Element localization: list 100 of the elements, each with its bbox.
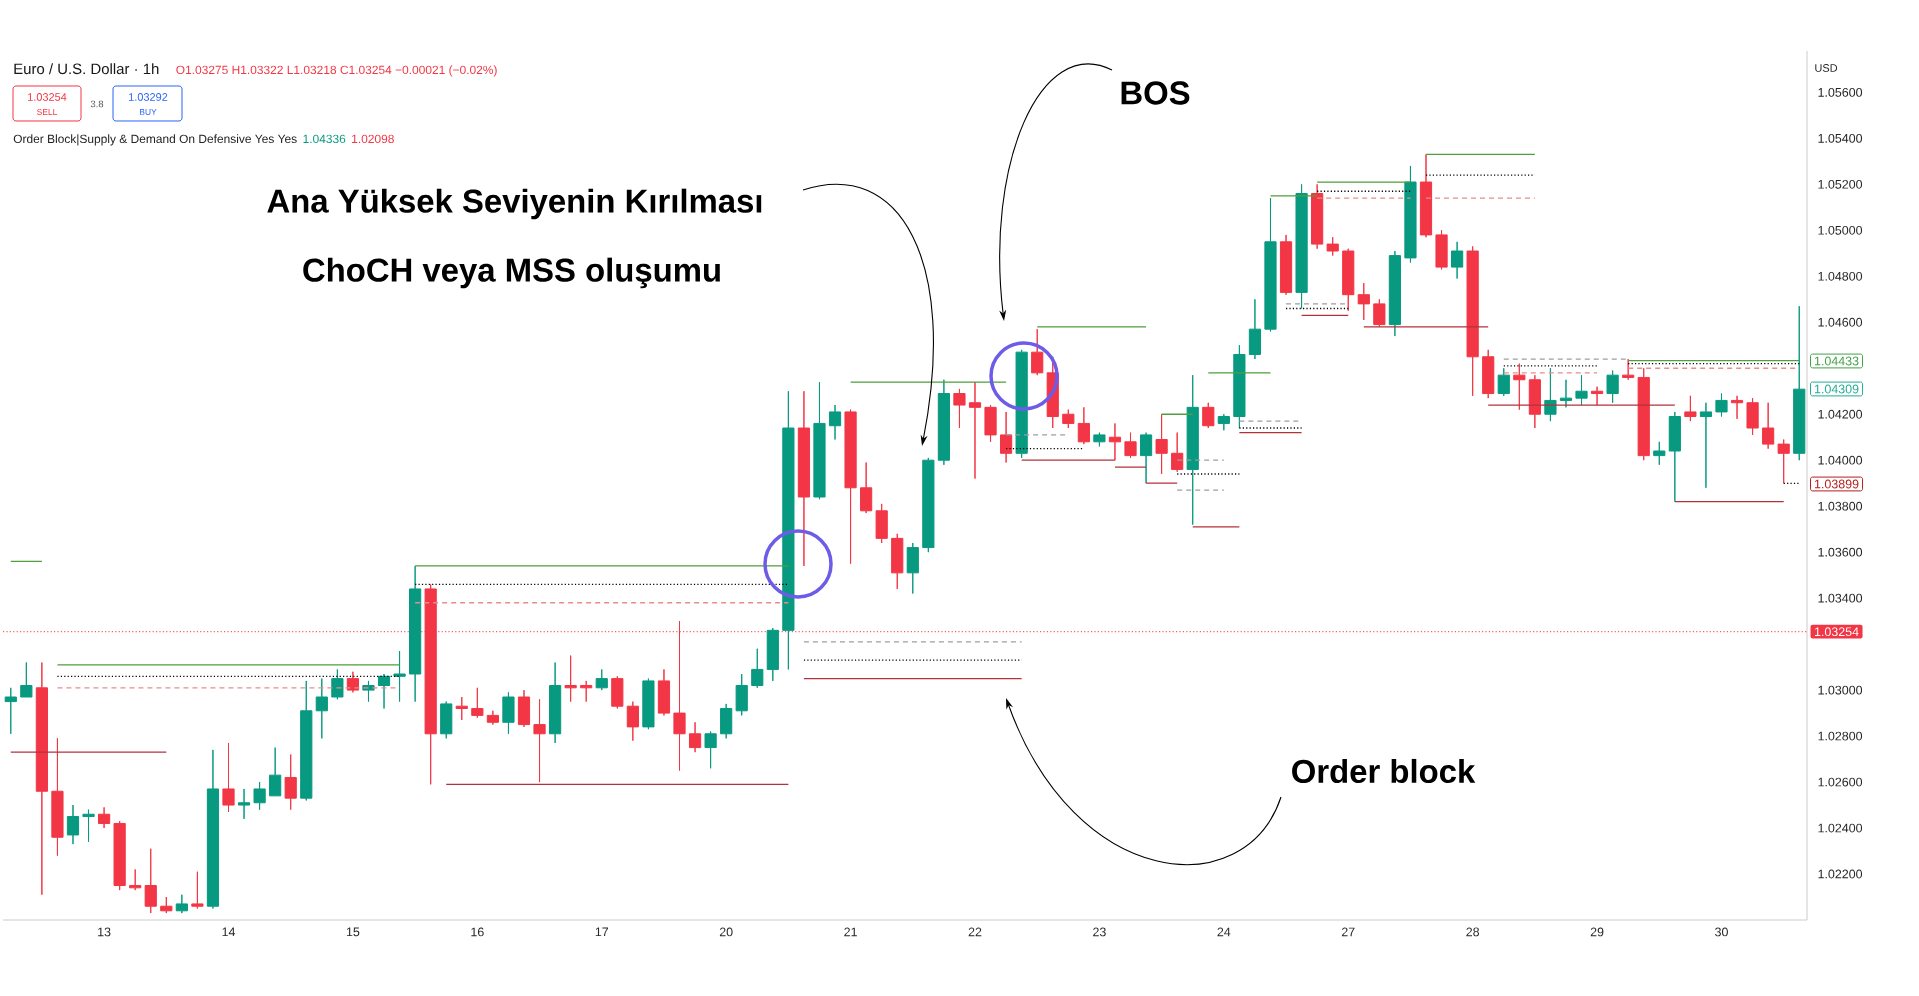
annotation: BOS [1121, 81, 1190, 105]
y-tick-label: 1.05400 [1818, 133, 1863, 143]
y-tick-label: 1.02800 [1818, 731, 1863, 741]
x-tick-label: 27 [1341, 927, 1355, 937]
y-tick-label: 1.02600 [1818, 777, 1863, 787]
candlestick [1699, 402, 1713, 489]
y-tick-label: 1.05000 [1818, 225, 1863, 235]
candlestick [4, 687, 17, 735]
candlestick [1762, 402, 1775, 450]
candlestick [1668, 411, 1681, 503]
candlestick [269, 747, 282, 797]
x-tick-label: 21 [844, 927, 857, 937]
candlestick [1248, 298, 1262, 360]
text: 1.03899 [1814, 479, 1859, 489]
candlestick [875, 503, 888, 544]
candlestick [1295, 183, 1308, 309]
y-tick-label: 1.04200 [1818, 409, 1863, 419]
candlestick [751, 648, 764, 689]
candlestick [1730, 395, 1744, 420]
candlestick [1217, 413, 1230, 431]
annotation: 1.02098 [352, 134, 394, 144]
ref-line-label: 1.03254 [1814, 627, 1859, 637]
candlestick [129, 868, 142, 891]
x-tick-label: 28 [1466, 927, 1480, 937]
candlestick [1031, 328, 1044, 376]
x-tick-label: 20 [719, 927, 733, 937]
annotation: 1.03254 [28, 93, 67, 101]
candlestick [968, 381, 982, 480]
candlestick [1637, 367, 1650, 461]
annotation: ChoCH veya MSS oluşumu [303, 257, 720, 289]
y-tick-label: 1.05200 [1818, 179, 1863, 189]
y-tick-label: 1.02400 [1818, 823, 1863, 833]
candlestick [797, 390, 811, 567]
candlestick [300, 680, 313, 801]
candlestick [1388, 250, 1401, 337]
candlestick [1279, 234, 1293, 296]
candlestick [35, 662, 48, 896]
candlestick [1777, 439, 1790, 484]
text: 1.04433 [1814, 356, 1859, 366]
candlestick [891, 533, 904, 590]
candlestick [1373, 298, 1386, 328]
annotation: BUY [139, 109, 157, 115]
candlestick [642, 678, 655, 730]
candlestick [1342, 248, 1355, 312]
candlestick [813, 381, 826, 500]
candlestick [331, 668, 344, 700]
y-tick-label: 1.04800 [1818, 271, 1863, 281]
y-tick-label: 1.04000 [1818, 455, 1863, 465]
candlestick [1684, 395, 1697, 422]
y-tick-label: 1.05600 [1818, 87, 1863, 97]
candlestick [113, 820, 126, 891]
candlestick [486, 710, 499, 726]
candlestick [1513, 363, 1526, 411]
candlestick [1404, 165, 1417, 263]
candlestick [1077, 406, 1090, 445]
x-tick-label: 17 [595, 927, 609, 937]
candlestick [657, 668, 671, 716]
candlestick [922, 457, 935, 553]
candlestick [1559, 379, 1573, 408]
candlestick [206, 749, 220, 909]
candlestick [409, 565, 422, 703]
candlestick [1653, 441, 1666, 466]
candlestick [440, 701, 453, 739]
candlestick [253, 781, 266, 811]
candlestick [1171, 432, 1184, 473]
text: Euro / U.S. Dollar · 1h [14, 63, 159, 75]
candlestick [1124, 432, 1137, 459]
candlestick [377, 673, 391, 709]
candlestick [720, 703, 733, 739]
x-tick-label: 16 [471, 927, 484, 937]
candlestick [20, 662, 33, 698]
x-tick-label: 22 [968, 927, 982, 937]
candlestick [1155, 413, 1168, 475]
x-tick-label: 13 [98, 927, 111, 937]
candlestick [1451, 241, 1464, 280]
candlestick [1715, 393, 1728, 418]
candlestick [860, 462, 873, 514]
candlestick [984, 404, 997, 443]
candlestick [517, 689, 531, 728]
candlestick [1482, 349, 1495, 399]
candlestick [346, 671, 360, 693]
y-axis-title: USD [1815, 64, 1838, 72]
candlestick [1419, 153, 1433, 238]
candlestick [237, 788, 251, 820]
candlestick [1233, 344, 1246, 429]
candlestick [688, 721, 702, 753]
x-tick-label: 24 [1217, 927, 1231, 937]
candlestick [455, 696, 468, 721]
y-tick-label: 1.03800 [1818, 501, 1863, 511]
annotation: Order Block|Supply & Demand On Defensive Yes Yes [13, 134, 297, 146]
x-tick-label: 23 [1093, 927, 1106, 937]
candlestick [1793, 305, 1806, 461]
candlestick [1435, 229, 1448, 270]
candlestick [704, 730, 717, 769]
candlestick [66, 804, 80, 845]
candlestick [549, 662, 562, 744]
candlestick [1326, 236, 1339, 257]
candlestick [1311, 183, 1324, 250]
candlestick [828, 404, 842, 441]
candlestick [564, 655, 577, 703]
